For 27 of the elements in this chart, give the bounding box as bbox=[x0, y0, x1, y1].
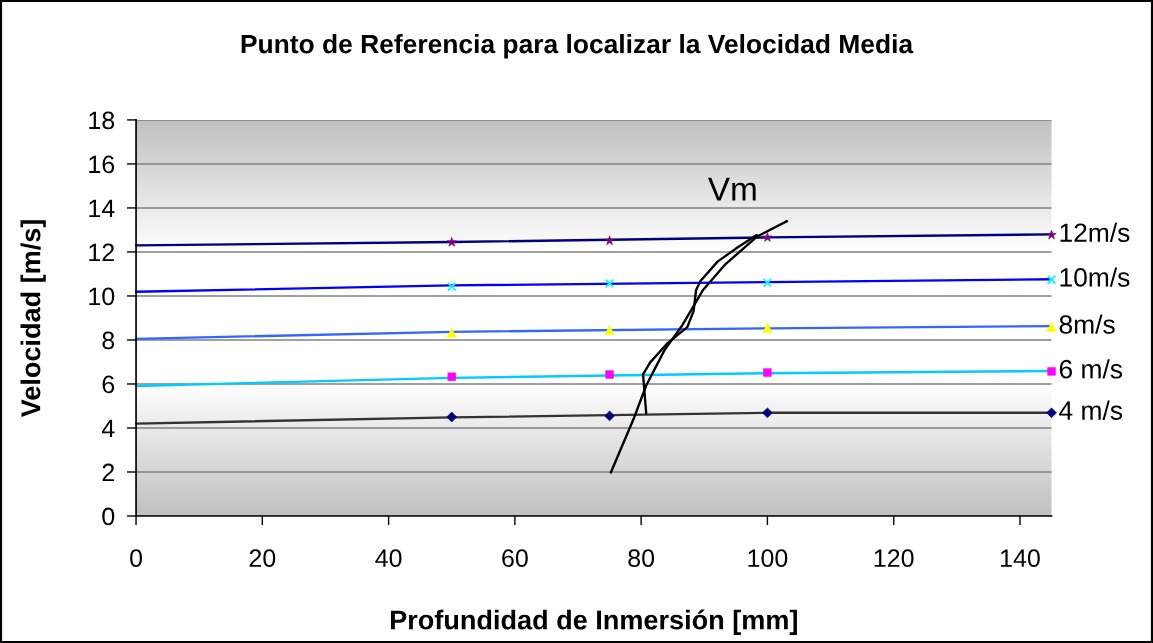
y-tick-label: 2 bbox=[102, 463, 114, 482]
x-tick-label: 100 bbox=[748, 549, 788, 568]
x-tick-label: 0 bbox=[130, 549, 143, 568]
series-label: 6 m/s bbox=[1059, 359, 1123, 379]
y-tick-label: 4 bbox=[101, 419, 115, 438]
y-tick-label: 10 bbox=[89, 287, 115, 306]
y-tick-label: 14 bbox=[89, 199, 115, 217]
series-label: Vm bbox=[707, 177, 756, 201]
series-label: 4 m/s bbox=[1059, 400, 1123, 420]
chart-title: Punto de Referencia para localizar la Velocidad Media bbox=[241, 34, 914, 59]
x-tick-label: 140 bbox=[1001, 549, 1040, 568]
y-tick-label: 8 bbox=[102, 331, 115, 350]
series-label: 8m/s bbox=[1059, 314, 1115, 334]
y-tick-label: 6 bbox=[102, 375, 115, 394]
y-axis-title: Velocidad [m/s] bbox=[20, 220, 46, 418]
x-tick-label: 60 bbox=[502, 549, 528, 568]
y-tick-label: 16 bbox=[89, 155, 115, 174]
y-tick-label: 0 bbox=[102, 507, 115, 526]
x-tick-label: 80 bbox=[628, 549, 655, 568]
x-tick-label: 20 bbox=[249, 549, 276, 568]
x-tick-label: 120 bbox=[874, 549, 914, 568]
y-tick-label: 18 bbox=[89, 111, 115, 130]
y-tick-label: 12 bbox=[89, 243, 114, 262]
x-axis-title: Profundidad de Inmersión [mm] bbox=[390, 609, 797, 635]
series-label: 12m/s bbox=[1060, 222, 1130, 243]
x-tick-label: 40 bbox=[375, 549, 402, 568]
series-label: 10m/s bbox=[1060, 267, 1130, 287]
